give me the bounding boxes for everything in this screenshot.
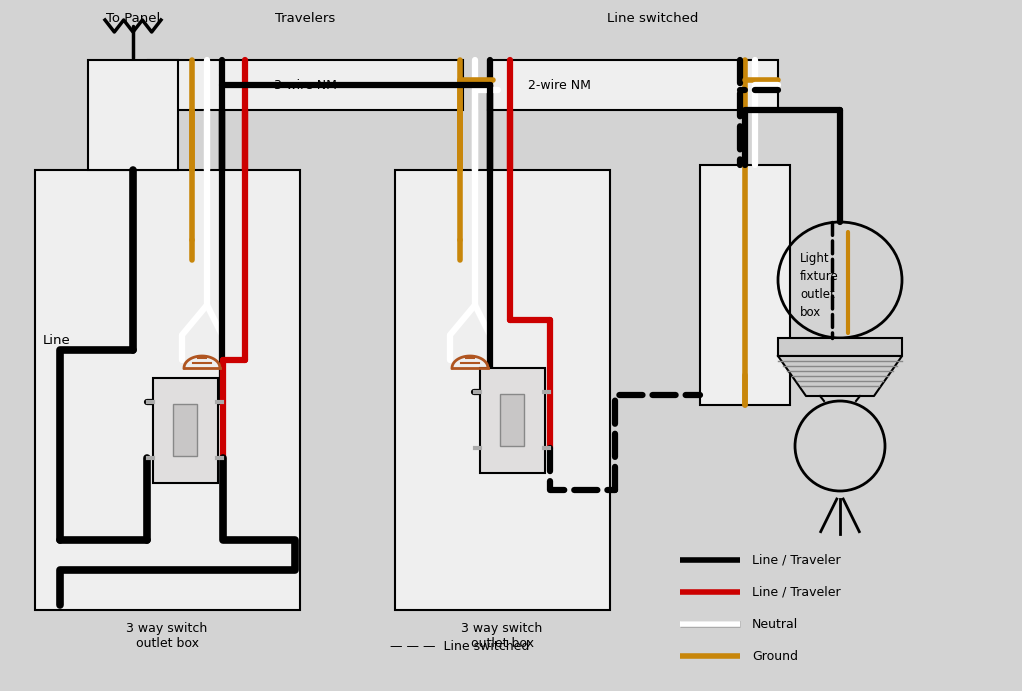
- Text: Line: Line: [43, 334, 71, 346]
- Bar: [700, 165, 790, 405]
- Bar: [88, 60, 178, 170]
- Bar: [487, 60, 778, 110]
- Bar: [778, 338, 902, 356]
- Bar: [480, 368, 545, 473]
- Text: To Panel: To Panel: [106, 12, 160, 25]
- Bar: [148, 60, 463, 110]
- Text: Line switched: Line switched: [607, 12, 699, 25]
- Polygon shape: [778, 356, 902, 396]
- Text: 2-wire NM: 2-wire NM: [528, 79, 591, 91]
- Text: 3 way switch
outlet box: 3 way switch outlet box: [127, 622, 207, 650]
- Text: Neutral: Neutral: [752, 618, 798, 630]
- Text: Line / Traveler: Line / Traveler: [752, 585, 841, 598]
- Bar: [35, 170, 300, 610]
- Bar: [153, 378, 218, 483]
- Text: Ground: Ground: [752, 650, 798, 663]
- Bar: [173, 404, 197, 456]
- Text: 3 way switch
outlet box: 3 way switch outlet box: [461, 622, 543, 650]
- Text: — — —  Line switched: — — — Line switched: [390, 640, 529, 653]
- Text: 3-wire NM: 3-wire NM: [274, 79, 336, 91]
- Text: Line / Traveler: Line / Traveler: [752, 553, 841, 567]
- Text: Travelers: Travelers: [275, 12, 335, 25]
- Bar: [500, 394, 524, 446]
- Bar: [394, 170, 610, 610]
- Text: Light
fixture
outlet
box: Light fixture outlet box: [800, 252, 839, 319]
